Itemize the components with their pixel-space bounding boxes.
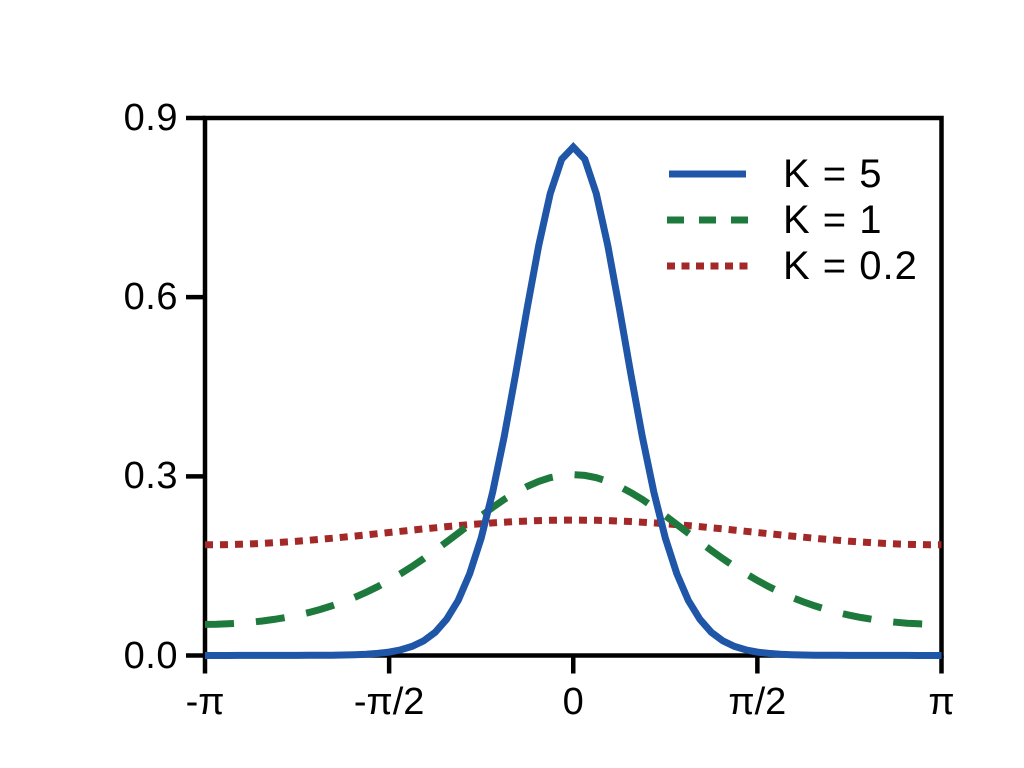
legend-solid-line-icon <box>669 170 746 178</box>
legend-dashed-line-icon <box>667 216 748 224</box>
x-tick-label-4: π <box>928 681 955 723</box>
y-tick-label-0: 0.0 <box>123 634 178 677</box>
legend-item-k1: K = 1 <box>667 197 918 243</box>
legend-item-k5: K = 5 <box>667 151 918 197</box>
legend-dotted-line-icon <box>667 262 748 270</box>
curve-k02 <box>205 516 942 549</box>
y-tick-label-3: 0.9 <box>123 97 178 139</box>
legend-label-k5: K = 5 <box>783 152 883 196</box>
legend-label-k02: K = 0.2 <box>783 244 918 288</box>
x-tick-label-1: -π/2 <box>353 681 425 723</box>
x-tick-label-3: π/2 <box>728 681 787 723</box>
legend-item-k02: K = 0.2 <box>667 243 918 289</box>
legend: K = 5 K = 1 K = 0.2 <box>667 151 918 289</box>
curve-k1 <box>204 471 942 628</box>
x-tick-label-0: -π <box>185 681 225 723</box>
legend-label-k1: K = 1 <box>783 198 883 242</box>
x-tick-label-2: 0 <box>562 681 584 723</box>
curve-k5 <box>205 142 942 659</box>
y-tick-label-2: 0.6 <box>123 276 178 319</box>
y-tick-label-1: 0.3 <box>123 455 178 498</box>
